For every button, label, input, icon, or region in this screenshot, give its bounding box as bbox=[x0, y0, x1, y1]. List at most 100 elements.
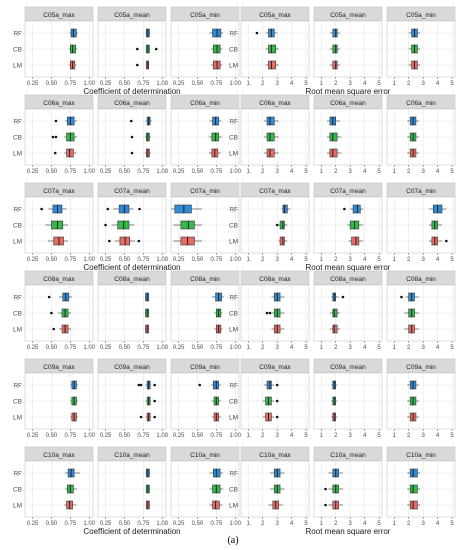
facet-label: C05a_min bbox=[190, 12, 220, 19]
x-tick-label: 0.25 bbox=[27, 257, 39, 263]
outlier-point bbox=[47, 295, 51, 299]
facet-panel: C07a_mean 1 2 3 4 5 bbox=[313, 182, 383, 263]
facet-panel: C08a_max 1 2 3 4 5 RF CB LM bbox=[229, 270, 310, 351]
facet-label: C06a_min bbox=[190, 100, 220, 107]
facet-panel: C10a_max 1 2 3 4 5 RF CB LM bbox=[229, 446, 310, 527]
facet-label: C07a_mean bbox=[114, 188, 150, 195]
facet-panels: C05a_max 0.25 0.50 0.75 1.00 RF CB LM C05a_mean 0… bbox=[13, 6, 456, 527]
x-tick-label: 4 bbox=[436, 169, 440, 175]
x-tick-label: 3 bbox=[275, 169, 279, 175]
box bbox=[329, 132, 338, 142]
facet-panel: C08a_min 1 2 3 4 5 bbox=[386, 270, 456, 351]
x-tick-label: 3 bbox=[275, 521, 279, 527]
x-tick-label: 0.25 bbox=[27, 521, 39, 527]
x-tick-label: 2 bbox=[407, 433, 411, 439]
x-tick-label: 2 bbox=[261, 521, 265, 527]
x-tick-label: 1.00 bbox=[83, 345, 95, 351]
outlier-point bbox=[255, 31, 259, 35]
x-tick-label: 0.50 bbox=[119, 433, 131, 439]
box bbox=[180, 220, 195, 230]
x-tick-label: 0.50 bbox=[46, 257, 58, 263]
x-tick-label: 5 bbox=[377, 433, 381, 439]
x-tick-label: 1.00 bbox=[156, 257, 168, 263]
facet-panel: C06a_min 1 2 3 4 5 bbox=[386, 94, 456, 175]
x-tick-label: 1 bbox=[320, 521, 324, 527]
facet-label: C07a_max bbox=[43, 188, 75, 195]
rmse-axis-title: Root mean square error bbox=[306, 263, 391, 272]
facet-panel: C05a_min 1 2 3 4 5 bbox=[386, 6, 456, 87]
facet-label: C10a_max bbox=[43, 452, 75, 459]
category-label: RF bbox=[13, 470, 22, 477]
x-tick-label: 0.75 bbox=[210, 433, 222, 439]
box bbox=[332, 308, 338, 318]
x-tick-label: 5 bbox=[450, 257, 454, 263]
category-label: RF bbox=[13, 30, 22, 37]
category-label: LM bbox=[229, 502, 238, 509]
outlier-point bbox=[129, 119, 133, 123]
x-tick-label: 1 bbox=[247, 345, 251, 351]
x-tick-label: 1.00 bbox=[156, 433, 168, 439]
category-label: LM bbox=[13, 62, 22, 69]
x-tick-label: 4 bbox=[363, 257, 367, 263]
x-tick-label: 3 bbox=[348, 81, 352, 87]
facet-label: C08a_mean bbox=[114, 276, 150, 283]
box bbox=[409, 468, 418, 478]
x-tick-label: 5 bbox=[377, 521, 381, 527]
facet-panel: C07a_max 1 2 3 4 5 RF CB LM bbox=[229, 182, 310, 263]
facet-panel: C07a_max 0.25 0.50 0.75 1.00 RF CB LM bbox=[13, 182, 96, 263]
outlier-point bbox=[40, 207, 43, 211]
x-tick-label: 1.00 bbox=[156, 81, 168, 87]
x-tick-label: 0.50 bbox=[192, 345, 204, 351]
x-tick-label: 5 bbox=[304, 521, 308, 527]
x-tick-label: 5 bbox=[304, 81, 308, 87]
category-label: CB bbox=[229, 486, 238, 493]
x-tick-label: 0.75 bbox=[64, 169, 76, 175]
x-tick-label: 1 bbox=[320, 433, 324, 439]
x-tick-label: 1 bbox=[393, 433, 397, 439]
outlier-point bbox=[153, 383, 156, 387]
category-label: RF bbox=[13, 206, 22, 213]
r2-axis-title: Coefficient of determination bbox=[83, 263, 180, 272]
x-tick-label: 5 bbox=[304, 345, 308, 351]
category-label: CB bbox=[229, 222, 238, 229]
outlier-point bbox=[275, 415, 279, 419]
x-tick-label: 2 bbox=[407, 345, 411, 351]
x-tick-label: 0.25 bbox=[173, 169, 185, 175]
x-tick-label: 1 bbox=[247, 169, 251, 175]
category-label: LM bbox=[229, 150, 238, 157]
facet-label: C05a_mean bbox=[330, 12, 366, 19]
facet-label: C07a_min bbox=[190, 188, 220, 195]
box bbox=[279, 220, 285, 230]
x-tick-label: 0.25 bbox=[27, 433, 39, 439]
x-tick-label: 1.00 bbox=[229, 257, 241, 263]
category-label: RF bbox=[229, 206, 238, 213]
outlier-point bbox=[324, 487, 327, 491]
x-tick-label: 2 bbox=[334, 433, 338, 439]
facet-label: C09a_max bbox=[43, 364, 75, 371]
outlier-point bbox=[106, 207, 110, 211]
x-tick-label: 0.25 bbox=[100, 345, 112, 351]
x-tick-label: 0.25 bbox=[173, 345, 185, 351]
x-tick-label: 2 bbox=[334, 345, 338, 351]
x-tick-label: 3 bbox=[348, 433, 352, 439]
x-tick-label: 0.25 bbox=[100, 81, 112, 87]
outlier-point bbox=[138, 207, 141, 211]
x-tick-label: 0.75 bbox=[64, 345, 76, 351]
x-tick-label: 4 bbox=[436, 81, 440, 87]
rmse-axis-title: Root mean square error bbox=[306, 527, 391, 536]
facet-panel: C09a_max 0.25 0.50 0.75 1.00 RF CB LM bbox=[13, 358, 96, 439]
box bbox=[282, 204, 288, 214]
x-tick-label: 0.50 bbox=[119, 81, 131, 87]
facet-label: C06a_mean bbox=[114, 100, 150, 107]
x-tick-label: 4 bbox=[363, 433, 367, 439]
x-tick-label: 1 bbox=[320, 345, 324, 351]
x-tick-label: 3 bbox=[421, 81, 425, 87]
x-tick-label: 1.00 bbox=[83, 433, 95, 439]
facet-panel: C09a_mean 1 2 3 4 5 bbox=[313, 358, 383, 439]
x-tick-label: 3 bbox=[348, 521, 352, 527]
category-label: CB bbox=[229, 134, 238, 141]
x-tick-label: 0.50 bbox=[46, 169, 58, 175]
x-tick-label: 5 bbox=[377, 81, 381, 87]
x-tick-label: 3 bbox=[275, 81, 279, 87]
x-tick-label: 1 bbox=[247, 257, 251, 263]
